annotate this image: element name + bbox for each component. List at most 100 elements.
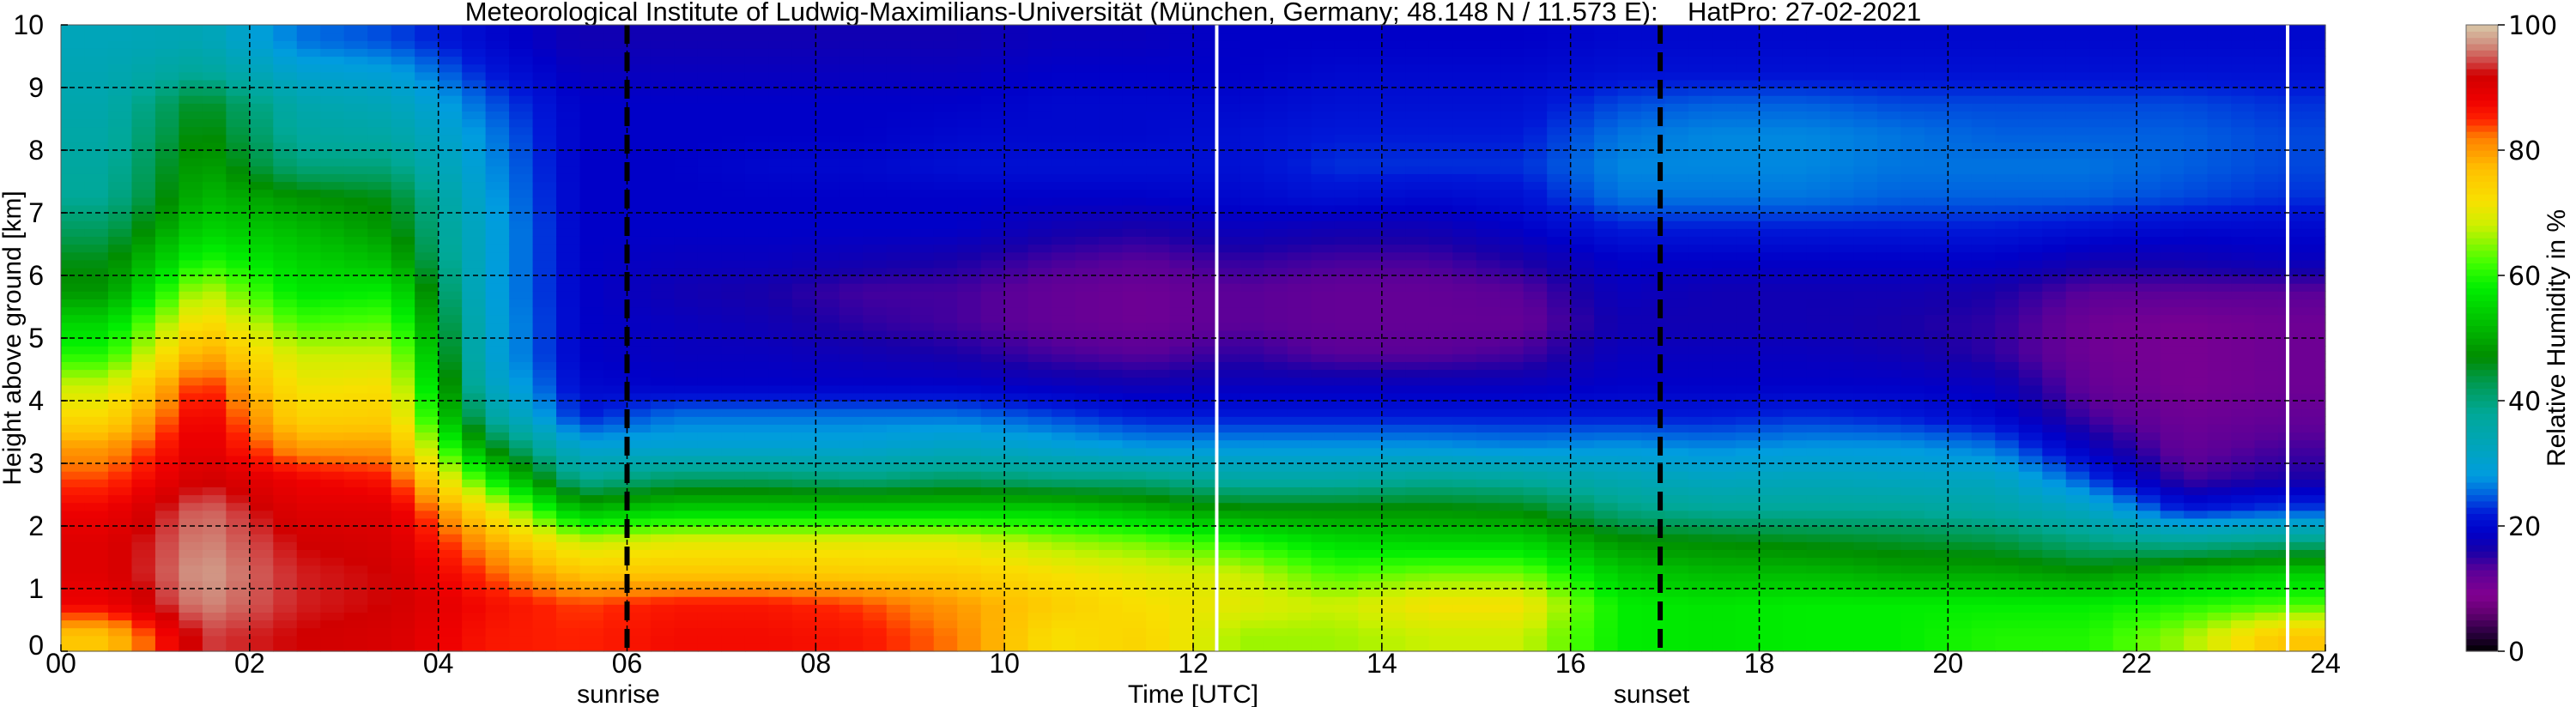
heatmap-cell [485, 627, 510, 637]
heatmap-cell [627, 329, 652, 339]
heatmap-cell [1122, 384, 1147, 394]
heatmap-cell [579, 384, 604, 394]
heatmap-cell [1500, 251, 1524, 261]
heatmap-cell [721, 40, 746, 49]
heatmap-cell [1027, 158, 1052, 166]
heatmap-cell [1052, 619, 1076, 629]
heatmap-cell [84, 354, 109, 362]
heatmap-cell [627, 236, 652, 245]
heatmap-cell [1405, 158, 1430, 166]
heatmap-cell [1523, 502, 1548, 511]
heatmap-cell [155, 40, 179, 49]
heatmap-cell [579, 111, 604, 120]
heatmap-cell [320, 471, 345, 480]
heatmap-cell [697, 251, 723, 261]
heatmap-cell [1240, 643, 1265, 652]
heatmap-cell [485, 612, 510, 621]
heatmap-cell [980, 166, 1005, 174]
heatmap-cell [1500, 401, 1524, 409]
heatmap-cell [768, 369, 793, 378]
heatmap-cell [367, 510, 392, 519]
heatmap-cell [485, 88, 510, 96]
heatmap-cell [744, 221, 769, 229]
heatmap-cell [1216, 432, 1241, 441]
heatmap-cell [603, 196, 628, 206]
heatmap-cell [1334, 299, 1359, 308]
heatmap-cell [886, 557, 911, 566]
heatmap-cell [1193, 439, 1218, 449]
heatmap-cell [863, 612, 888, 621]
heatmap-cell [556, 329, 581, 339]
heatmap-cell [107, 299, 133, 308]
heatmap-cell [1428, 541, 1453, 550]
heatmap-cell [415, 275, 439, 284]
heatmap-cell [367, 329, 392, 339]
heatmap-cell [1405, 111, 1430, 120]
heatmap-cell [579, 158, 604, 166]
heatmap-cell [320, 259, 345, 269]
heatmap-cell [1122, 189, 1147, 198]
heatmap-cell [957, 447, 982, 456]
heatmap-cell [84, 126, 109, 136]
heatmap-cell [1358, 88, 1383, 96]
heatmap-cell [556, 589, 581, 597]
heatmap-cell [532, 150, 557, 159]
heatmap-cell [1476, 401, 1500, 409]
heatmap-cell [1476, 369, 1500, 378]
heatmap-cell [1075, 213, 1100, 221]
heatmap-cell [839, 251, 864, 261]
heatmap-cell [320, 589, 345, 597]
heatmap-cell [933, 635, 958, 644]
heatmap-cell [202, 314, 227, 323]
heatmap-cell [509, 534, 534, 542]
heatmap-cell [839, 619, 864, 629]
heatmap-cell [627, 627, 652, 637]
heatmap-cell [61, 244, 86, 253]
heatmap-cell [1428, 213, 1453, 221]
heatmap-cell [462, 142, 487, 151]
heatmap-cell [509, 291, 534, 299]
heatmap-cell [650, 111, 676, 120]
heatmap-cell [1381, 627, 1406, 637]
heatmap-cell [579, 604, 604, 613]
heatmap-cell [84, 329, 109, 339]
heatmap-cell [886, 447, 911, 456]
heatmap-cell [1169, 275, 1194, 284]
heatmap-cell [226, 510, 251, 519]
heatmap-cell [1428, 275, 1453, 284]
heatmap-cell [721, 384, 746, 394]
heatmap-cell [155, 589, 179, 597]
heatmap-cell [603, 432, 628, 441]
heatmap-cell [61, 604, 86, 613]
heatmap-cell [1216, 56, 1241, 65]
heatmap-cell [1428, 158, 1453, 166]
heatmap-cell [179, 604, 203, 613]
heatmap-cell [131, 549, 156, 559]
heatmap-cell [933, 494, 958, 504]
heatmap-cell [509, 455, 534, 464]
heatmap-cell [1334, 322, 1359, 331]
heatmap-cell [1169, 103, 1194, 112]
heatmap-cell [107, 306, 133, 316]
heatmap-cell [1500, 95, 1524, 104]
heatmap-cell [1311, 612, 1336, 621]
heatmap-cell [131, 56, 156, 65]
heatmap-cell [1193, 510, 1218, 519]
heatmap-cell [391, 166, 415, 174]
heatmap-cell [579, 447, 604, 456]
heatmap-cell [579, 439, 604, 449]
heatmap-cell [1287, 196, 1312, 206]
heatmap-cell [532, 244, 557, 253]
heatmap-cell [556, 56, 581, 65]
heatmap-cell [107, 549, 133, 559]
heatmap-cell [1311, 384, 1336, 394]
heatmap-cell [980, 275, 1005, 284]
heatmap-cell [1004, 56, 1029, 65]
heatmap-cell [415, 338, 439, 347]
heatmap-cell [1428, 221, 1453, 229]
heatmap-cell [1264, 486, 1288, 496]
heatmap-cell [1500, 361, 1524, 371]
heatmap-cell [320, 63, 345, 73]
heatmap-cell [1381, 510, 1406, 519]
heatmap-cell [367, 369, 392, 378]
